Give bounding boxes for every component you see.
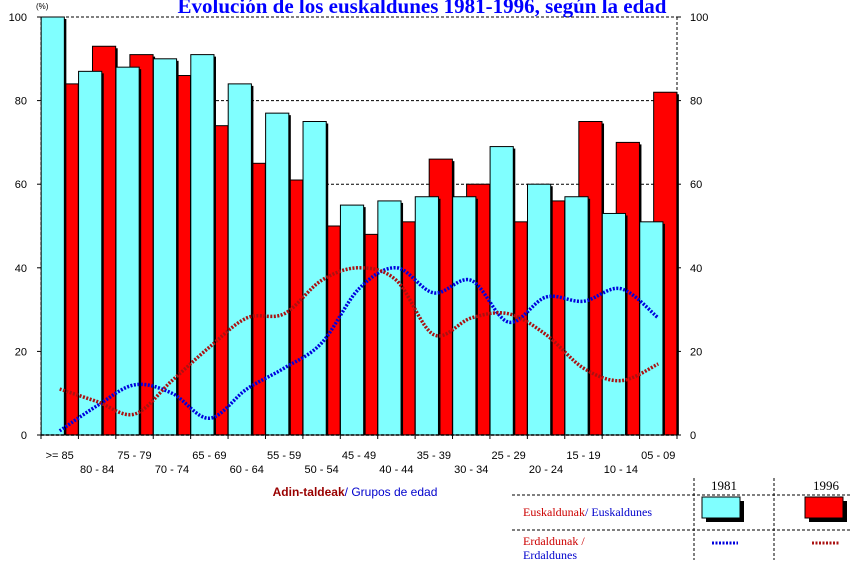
y-tick-label-left: 0 [21, 430, 27, 442]
bar-1981 [152, 58, 178, 436]
y-tick-label-right: 40 [690, 263, 702, 275]
y-tick-label-right: 0 [690, 430, 696, 442]
bar-1981 [190, 54, 215, 436]
legend-row2-line1: Erdaldunak / [523, 534, 585, 548]
x-tick-label: 55 - 59 [267, 450, 301, 462]
legend-row1-part1: Euskaldunak [523, 505, 585, 519]
x-tick-label: 40 - 44 [379, 464, 413, 476]
bar-1981 [302, 121, 327, 436]
legend-swatch-euskaldunak-1981 [701, 496, 741, 519]
bar-1981 [115, 66, 140, 436]
series-lines [58, 266, 660, 433]
bar-1981 [639, 221, 664, 436]
y-tick-label-left: 40 [15, 263, 27, 275]
y-tick-label-left: 80 [15, 96, 27, 108]
x-tick-label: 60 - 64 [230, 464, 264, 476]
x-axis-label: Adin-taldeak/ Grupos de edad [273, 485, 438, 499]
bar-1981 [489, 146, 514, 436]
x-tick-label: 30 - 34 [454, 464, 488, 476]
y-tick-label-right: 20 [690, 346, 702, 358]
bar-1981 [377, 200, 402, 436]
x-tick-label: 65 - 69 [192, 450, 226, 462]
axes [37, 16, 681, 439]
x-tick-label: 80 - 84 [80, 464, 114, 476]
y-tick-labels: 0 0 20 20 40 40 60 60 80 80 100 100 [9, 12, 709, 442]
bar-1981 [78, 70, 103, 436]
x-tick-label: 15 - 19 [566, 450, 600, 462]
y-unit-label: (%) [36, 2, 49, 11]
chart-title: Evolución de los euskaldunes 1981-1996, … [178, 0, 667, 18]
x-tick-label: 05 - 09 [641, 450, 675, 462]
x-axis-label-part1: Adin-taldeak [273, 485, 345, 499]
x-tick-label: 45 - 49 [342, 450, 376, 462]
bar-1981 [339, 204, 365, 436]
x-axis-label-part2: Grupos de edad [351, 485, 437, 499]
x-tick-label: 75 - 79 [117, 450, 151, 462]
y-tick-label-left: 100 [9, 12, 27, 24]
y-tick-label-left: 20 [15, 346, 27, 358]
bars [40, 16, 679, 436]
x-tick-label: 50 - 54 [304, 464, 338, 476]
line-erdaldunak-1996 [59, 266, 660, 417]
x-tick-label: 35 - 39 [417, 450, 451, 462]
y-tick-label-right: 60 [690, 179, 702, 191]
legend-row2-line2: Erdaldunes [523, 548, 577, 562]
x-tick-label: >= 85 [46, 450, 74, 462]
x-tick-label: 25 - 29 [492, 450, 526, 462]
legend-row-euskaldunak: Euskaldunak/ Euskaldunes [523, 505, 652, 519]
x-tick-label: 10 - 14 [604, 464, 638, 476]
y-tick-label-right: 80 [690, 96, 702, 108]
legend-header-1996: 1996 [813, 478, 840, 493]
x-tick-label: 20 - 24 [529, 464, 563, 476]
bar-1981 [40, 16, 65, 436]
bar-1981 [601, 212, 627, 436]
y-tick-label-right: 100 [690, 12, 708, 24]
bar-1981 [227, 83, 252, 436]
bar-1981 [564, 196, 589, 436]
legend: 1981 1996 Euskaldunak/ Euskaldunes Erdal… [512, 478, 850, 562]
x-tick-label: 70 - 74 [155, 464, 189, 476]
x-axis-label-sep: / [345, 485, 352, 499]
y-tick-label-left: 60 [15, 179, 27, 191]
bar-1981 [265, 112, 290, 436]
legend-swatch-euskaldunak-1996 [804, 496, 844, 519]
legend-row1-part2: / Euskaldunes [585, 505, 652, 519]
legend-header-1981: 1981 [711, 478, 737, 493]
